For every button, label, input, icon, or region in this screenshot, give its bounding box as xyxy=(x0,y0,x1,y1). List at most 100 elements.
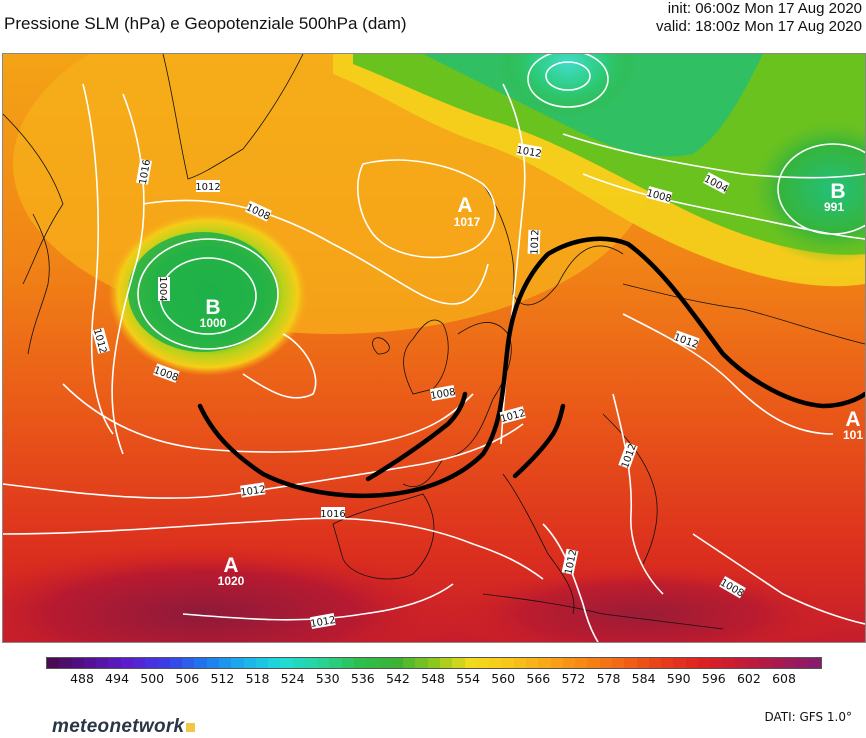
color-scale-cell xyxy=(452,658,465,668)
fronts xyxy=(197,236,865,499)
color-scale-cell xyxy=(218,658,232,668)
color-scale-cell xyxy=(403,658,416,668)
brand-logo: meteonetwork xyxy=(52,716,196,738)
color-scale-cell xyxy=(611,658,625,668)
color-scale-cell xyxy=(427,658,440,668)
color-scale-cell xyxy=(673,658,686,668)
color-scale-cell xyxy=(120,658,133,668)
color-scale-cell xyxy=(771,658,784,668)
color-scale-cell xyxy=(710,658,723,668)
pressure-centers: A 1017 B 1000 B 991 A 1020 A 101 xyxy=(200,180,864,588)
color-scale-ticks: 488 494 500 506 512 518 524 530 536 542 548 554 560 5… xyxy=(46,671,820,687)
south-hot-area xyxy=(3,544,463,642)
color-scale-cell xyxy=(255,658,269,668)
color-scale-tick: 608 xyxy=(772,671,796,686)
color-scale-cell xyxy=(587,658,600,668)
color-scale-cell xyxy=(489,658,502,668)
color-scale-cell xyxy=(366,658,379,668)
color-scale-bar xyxy=(46,657,822,669)
data-source: DATI: GFS 1.0° xyxy=(764,710,852,724)
color-scale-cell xyxy=(157,658,170,668)
isobar-label: 1012 xyxy=(310,615,337,630)
color-scale-cell xyxy=(292,658,305,668)
color-scale-cell xyxy=(354,658,367,668)
color-scale-tick: 602 xyxy=(736,671,761,686)
center-value: 1000 xyxy=(200,316,227,330)
center-letter: B xyxy=(830,180,845,203)
color-scale-cell xyxy=(685,658,698,668)
center-value: 1017 xyxy=(454,215,481,229)
isobar-label: 1016 xyxy=(138,159,153,186)
map-canvas: A 1017 B 1000 B 991 A 1020 A 101 1016 10… xyxy=(3,54,865,642)
color-scale-tick: 566 xyxy=(526,671,551,686)
weather-map: A 1017 B 1000 B 991 A 1020 A 101 1016 10… xyxy=(2,53,866,643)
color-scale-tick: 494 xyxy=(105,671,130,686)
color-scale-cell xyxy=(808,658,821,668)
color-scale-tick: 596 xyxy=(701,671,726,686)
color-scale-tick: 536 xyxy=(350,671,375,686)
color-scale-cell xyxy=(145,658,158,668)
color-scale-cell xyxy=(525,658,539,668)
color-scale-cell xyxy=(317,658,330,668)
run-info: init: 06:00z Mon 17 Aug 2020 valid: 18:0… xyxy=(656,0,862,36)
center-letter: A xyxy=(845,408,860,431)
color-scale-cell xyxy=(169,658,183,668)
isobar-labels: 1016 1012 1008 1004 1012 1008 1012 1004 … xyxy=(91,143,746,630)
isobar-label: 1012 xyxy=(515,145,542,160)
color-scale-cell xyxy=(415,658,428,668)
color-scale-tick: 488 xyxy=(70,671,94,686)
color-scale-cell xyxy=(796,658,809,668)
color-scale-tick: 518 xyxy=(245,671,270,686)
color-scale-cell xyxy=(550,658,563,668)
color-scale-cell xyxy=(464,658,477,668)
isobar-label: 1012 xyxy=(530,229,542,255)
trough-band-green xyxy=(353,54,865,255)
color-scale-tick: 578 xyxy=(596,671,621,686)
color-scale-cell xyxy=(661,658,674,668)
color-scale-cell xyxy=(280,658,293,668)
color-scale-cell xyxy=(636,658,649,668)
color-scale-tick: 512 xyxy=(210,671,235,686)
color-scale-cell xyxy=(783,658,797,668)
init-time: init: 06:00z Mon 17 Aug 2020 xyxy=(667,0,862,17)
isobars xyxy=(3,54,865,642)
cold-front-west xyxy=(365,391,468,482)
color-scale-cell xyxy=(697,658,711,668)
center-value: 101 xyxy=(843,428,863,442)
color-scale-cell xyxy=(59,658,72,668)
atlantic-low-core xyxy=(128,232,278,352)
color-scale-cell xyxy=(440,658,453,668)
color-scale-cell xyxy=(562,658,576,668)
color-scale-tick: 584 xyxy=(631,671,656,686)
color-scale-cell xyxy=(96,658,109,668)
color-scale-cell xyxy=(71,658,84,668)
color-scale-cell xyxy=(47,658,60,668)
color-scale-tick: 554 xyxy=(456,671,481,686)
occluded-front xyxy=(197,236,865,499)
color-scale-cell xyxy=(624,658,637,668)
color-scale-cell xyxy=(83,658,97,668)
isobar-label: 1008 xyxy=(430,387,457,402)
color-scale-cell xyxy=(329,658,342,668)
color-scale-cell xyxy=(513,658,526,668)
color-scale-cell xyxy=(390,658,404,668)
brand-name: meteonetwork xyxy=(52,716,185,737)
color-scale-cell xyxy=(182,658,195,668)
valid-time: valid: 18:00z Mon 17 Aug 2020 xyxy=(656,18,862,35)
color-scale-cell xyxy=(575,658,588,668)
color-scale-tick: 524 xyxy=(280,671,305,686)
color-scale-tick: 590 xyxy=(666,671,691,686)
color-scale-cell xyxy=(132,658,146,668)
center-letter: B xyxy=(205,296,220,319)
isobar-label: 1012 xyxy=(563,549,579,576)
color-scale-cell xyxy=(206,658,219,668)
color-scale-tick: 506 xyxy=(175,671,200,686)
color-scale-cell xyxy=(747,658,760,668)
isobar-label: 1012 xyxy=(240,484,267,498)
color-scale-cell xyxy=(378,658,391,668)
color-scale-cell xyxy=(268,658,281,668)
center-value: 1020 xyxy=(218,574,245,588)
color-scale-tick: 572 xyxy=(561,671,586,686)
color-scale-cell xyxy=(304,658,318,668)
color-scale-cell xyxy=(722,658,735,668)
